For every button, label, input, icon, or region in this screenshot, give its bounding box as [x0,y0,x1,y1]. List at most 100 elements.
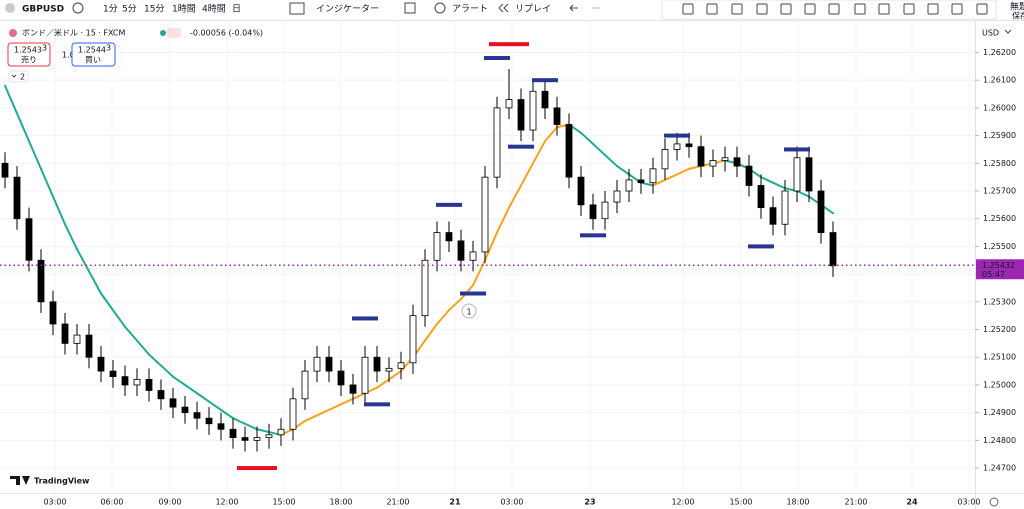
moving-average-segment [436,309,450,325]
sell-pip[interactable]: 3 [42,44,47,53]
drawing-tool-icon[interactable] [927,3,939,15]
moving-average-segment [208,400,222,411]
compare-icon[interactable] [72,2,84,14]
interval-button[interactable]: 5分 [122,4,137,15]
buy-button[interactable] [71,42,116,67]
symbol[interactable]: GBPUSD [22,5,64,15]
layout-icon[interactable] [404,2,416,14]
candle-body [145,379,153,391]
x-tick-label: 12:00 [671,498,694,507]
sell-button[interactable] [7,42,51,67]
drawing-tool-icon[interactable] [804,3,816,15]
pivot-marker [352,316,378,321]
x-tick-label: 03:00 [500,498,523,507]
x-tick-label: 06:00 [100,498,123,507]
moving-average-segment [100,292,114,312]
interval-button[interactable]: 15分 [144,4,164,15]
candle-body [457,240,465,261]
drawing-tool-icon[interactable] [854,3,866,15]
drawing-tool-icon[interactable] [878,3,890,15]
annotation-label: 1 [466,308,471,317]
y-tick-label: 1.24900 [983,408,1016,417]
moving-average-segment [388,370,402,381]
y-tick-label: 1.24800 [983,436,1016,445]
y-tick-label: 1.25900 [983,131,1016,140]
interval-button[interactable]: 4時間 [202,4,226,15]
indicators-button[interactable]: インジケーター [316,4,379,15]
candle-body [649,168,657,184]
candle-body [697,146,705,167]
buy-pip[interactable]: 3 [106,44,111,53]
replay-button[interactable]: リプレイ [515,4,551,15]
candle-body [817,190,825,233]
drawing-tool-icon[interactable] [756,3,768,15]
sell-price[interactable]: 1.2543 [14,46,42,55]
moving-average-segment [112,309,126,328]
currency-dropdown[interactable] [1004,29,1012,34]
drawing-tool-icon[interactable] [951,3,963,15]
drawing-tool-icon[interactable] [682,3,694,15]
interval-button[interactable]: 1分 [103,4,118,15]
spread: 1.0 [62,51,75,60]
pivot-marker [580,233,606,238]
candle-body [301,370,309,400]
y-tick-label: 1.25600 [983,214,1016,223]
sell-label[interactable]: 売り [21,55,37,65]
buy-price[interactable]: 1.2544 [78,46,106,55]
moving-average-segment [304,414,318,422]
y-tick-label: 1.24700 [983,464,1016,473]
indicators-icon[interactable] [289,2,305,15]
buy-label[interactable]: 買い [85,56,101,65]
y-tick-label: 1.25200 [983,325,1016,334]
drawing-tool-icon[interactable] [903,3,915,15]
instrument-flag [9,29,17,37]
moving-average-segment [124,325,138,342]
currency-label[interactable]: USD [982,29,999,38]
settings-icon[interactable] [989,497,999,507]
candle-body [481,176,489,253]
candle-body [517,99,525,131]
y-tick-label: 1.25000 [983,380,1016,389]
drawing-tool-icon[interactable] [976,3,988,15]
save-button[interactable]: 保存 [1012,11,1024,21]
alert-icon[interactable] [434,2,446,14]
collapsed-count[interactable]: 2 [20,73,25,82]
moving-average-segment [472,259,486,287]
interval-button[interactable]: 1時間 [172,4,196,15]
collapse-button[interactable] [8,70,29,83]
drawing-tool-icon[interactable] [731,3,743,15]
candle-body [289,398,297,430]
candle-body [709,160,717,167]
interval-button[interactable]: 日 [232,4,241,15]
instrument-name: ボンド／米ドル · 15 · FXCM [22,28,126,38]
moving-average-segment [760,176,774,184]
candle-body [97,356,105,372]
moving-average-segment [592,142,606,156]
candle-body [205,417,213,425]
moving-average-segment [580,131,594,145]
pivot-marker [508,144,534,149]
y-tick-label: 1.25500 [983,242,1016,251]
x-tick-label: 03:00 [43,498,66,507]
undo-icon[interactable] [569,4,578,12]
candle-body [733,157,741,167]
moving-average-segment [16,112,30,143]
candle-body [601,201,609,220]
y-tick-label: 1.25100 [983,353,1016,362]
watermark-logo [10,476,30,485]
x-tick-label: 03:00 [957,498,980,507]
moving-average-segment [28,140,42,170]
watermark: TradingView [34,477,90,486]
moving-average-segment [604,153,618,168]
layout-title[interactable]: 無題 [1010,1,1024,13]
collapse-icon[interactable] [11,74,17,78]
drawing-tool-icon[interactable] [828,3,840,15]
x-tick-label: 21:00 [386,498,409,507]
replay-icon[interactable] [498,3,509,13]
drawing-tool-icon[interactable] [706,3,718,15]
drawing-tool-icon[interactable] [780,3,792,15]
x-tick-label: 21 [449,498,461,507]
candle-body [25,218,33,261]
price-change: -0.00056 (-0.04%) [190,29,263,38]
alert-button[interactable]: アラート [452,4,488,15]
